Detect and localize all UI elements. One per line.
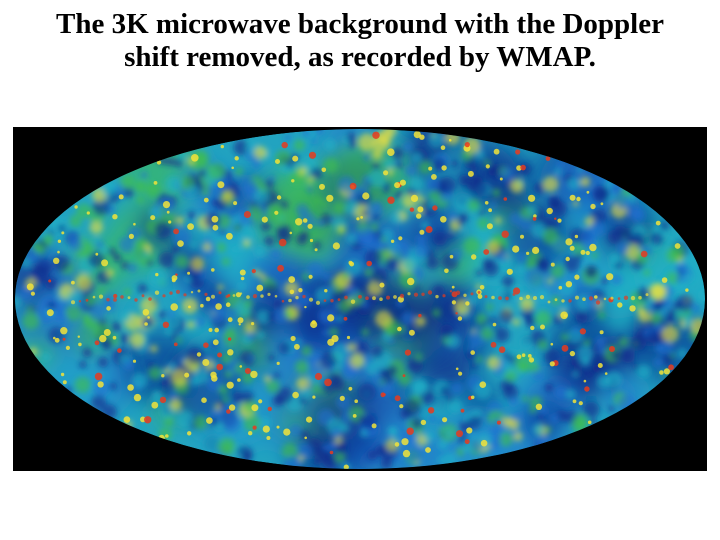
slide-title-line-2: shift removed, as recorded by WMAP. [124,41,596,73]
slide-title: The 3K microwave background with the Dop… [0,8,720,74]
sky-ellipse [15,129,705,469]
slide-title-line-1: The 3K microwave background with the Dop… [56,8,664,40]
cmb-sky-map-image [13,127,707,471]
cmb-sky-map [13,127,707,471]
